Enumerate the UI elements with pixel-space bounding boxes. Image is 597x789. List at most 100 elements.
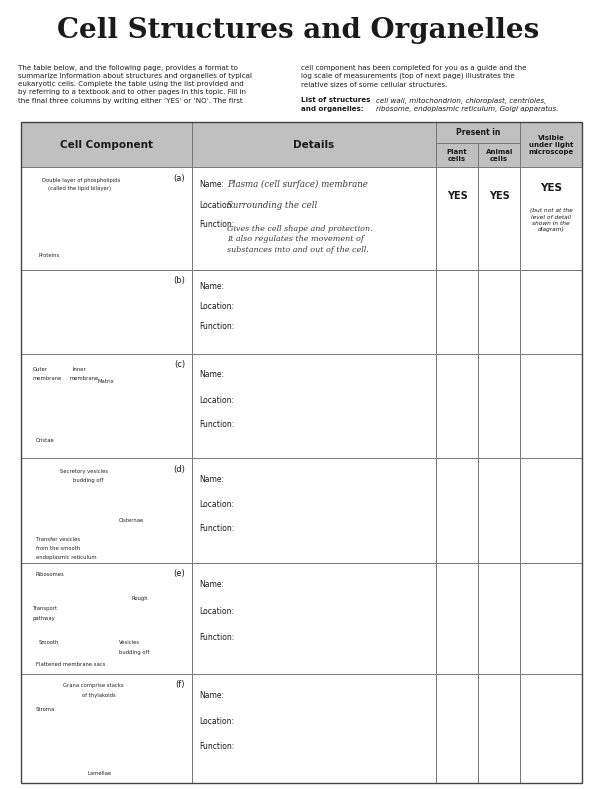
Text: Function:: Function: [199, 742, 235, 751]
Text: Vesicles: Vesicles [119, 640, 140, 645]
Text: of thylakoids: of thylakoids [82, 693, 116, 697]
Text: (a): (a) [173, 174, 185, 182]
Text: Function:: Function: [199, 322, 235, 331]
Text: Details: Details [294, 140, 335, 150]
Bar [21, 458, 192, 563]
Text: Function:: Function: [199, 420, 235, 428]
Bar [436, 143, 478, 167]
Bar [478, 354, 521, 458]
Text: Name:: Name: [199, 581, 224, 589]
Text: Function:: Function: [199, 524, 235, 533]
Text: cell wall, mitochondrion, chloroplast, centrioles,
ribosome, endoplasmic reticul: cell wall, mitochondrion, chloroplast, c… [376, 97, 559, 112]
Text: Name:: Name: [199, 282, 224, 291]
Text: Name:: Name: [199, 475, 224, 484]
Bar [436, 674, 478, 783]
Bar [21, 167, 192, 270]
Text: Location:: Location: [199, 395, 234, 405]
Text: Location:: Location: [199, 717, 234, 726]
Text: Matrix: Matrix [97, 379, 114, 383]
Bar [521, 270, 582, 354]
Bar [21, 354, 192, 458]
Text: budding off: budding off [73, 478, 103, 484]
Bar [436, 122, 521, 143]
Text: Animal
cells: Animal cells [485, 148, 513, 162]
Bar [192, 122, 436, 167]
Bar [478, 167, 521, 270]
Text: Cristae: Cristae [36, 438, 54, 443]
Bar [478, 674, 521, 783]
Text: Plasma (cell surface) membrane: Plasma (cell surface) membrane [227, 180, 368, 189]
Text: Cisternae: Cisternae [119, 518, 144, 523]
Text: (e): (e) [173, 569, 185, 578]
Text: pathway: pathway [32, 616, 56, 621]
Text: membrane: membrane [32, 376, 61, 381]
Text: Transfer vesicles: Transfer vesicles [36, 537, 80, 542]
Bar [478, 458, 521, 563]
Text: (d): (d) [173, 465, 185, 473]
Bar [21, 122, 192, 167]
Text: YES: YES [489, 191, 510, 201]
Bar [192, 563, 436, 674]
Text: Function:: Function: [199, 220, 235, 229]
Text: Proteins: Proteins [39, 253, 60, 258]
Text: (b): (b) [173, 276, 185, 285]
Bar [521, 354, 582, 458]
Bar [436, 167, 478, 270]
Text: Location:: Location: [199, 200, 234, 210]
Text: Grana comprise stacks: Grana comprise stacks [63, 683, 124, 688]
Text: Stroma: Stroma [36, 707, 55, 712]
Text: (c): (c) [174, 361, 185, 369]
Bar [478, 270, 521, 354]
Text: (f): (f) [176, 680, 185, 689]
Text: Location:: Location: [199, 302, 234, 311]
Text: Name:: Name: [199, 180, 224, 189]
Text: from the smooth: from the smooth [36, 546, 80, 551]
Bar [21, 674, 192, 783]
Text: The table below, and the following page, provides a format to
summarize informat: The table below, and the following page,… [18, 65, 252, 103]
Text: (but not at the
level of detail
shown in the
diagram): (but not at the level of detail shown in… [530, 208, 573, 232]
Bar [192, 270, 436, 354]
Text: Cell Structures and Organelles: Cell Structures and Organelles [57, 17, 540, 44]
Text: Secretory vesicles: Secretory vesicles [60, 469, 109, 474]
Bar [521, 122, 582, 167]
Text: (called the lipid bilayer): (called the lipid bilayer) [48, 186, 111, 191]
Bar [21, 563, 192, 674]
Bar [478, 563, 521, 674]
Bar [192, 458, 436, 563]
Text: Function:: Function: [199, 633, 235, 641]
Text: Lamellae: Lamellae [88, 772, 112, 776]
Bar [21, 270, 192, 354]
Bar [521, 167, 582, 270]
Bar [436, 458, 478, 563]
Bar [521, 458, 582, 563]
Bar [21, 122, 582, 783]
Text: Location:: Location: [199, 607, 234, 616]
Text: cell component has been completed for you as a guide and the
log scale of measur: cell component has been completed for yo… [301, 65, 527, 88]
Bar [192, 674, 436, 783]
Text: Flattened membrane sacs: Flattened membrane sacs [36, 662, 105, 667]
Text: Visible
under light
microscope: Visible under light microscope [528, 135, 574, 155]
Text: Ribosomes: Ribosomes [36, 572, 64, 578]
Text: Name:: Name: [199, 371, 224, 380]
Text: Double layer of phospholipids: Double layer of phospholipids [42, 178, 120, 182]
Bar [192, 354, 436, 458]
Text: Inner: Inner [73, 367, 87, 372]
Text: Gives the cell shape and protection.
It also regulates the movement of
substance: Gives the cell shape and protection. It … [227, 225, 373, 254]
Text: Transport: Transport [32, 606, 57, 611]
Text: Location:: Location: [199, 500, 234, 509]
Text: List of structures
and organelles:: List of structures and organelles: [301, 97, 371, 112]
Text: Plant
cells: Plant cells [447, 148, 467, 162]
Text: budding off: budding off [119, 650, 149, 655]
Text: YES: YES [447, 191, 467, 201]
Text: Name:: Name: [199, 691, 224, 700]
Bar [521, 674, 582, 783]
Bar [436, 270, 478, 354]
Bar [436, 563, 478, 674]
Bar [192, 167, 436, 270]
Text: YES: YES [540, 183, 562, 193]
Text: Surrounding the cell: Surrounding the cell [227, 200, 317, 210]
Bar [478, 143, 521, 167]
Text: Outer: Outer [32, 367, 48, 372]
Bar [436, 354, 478, 458]
Text: endoplasmic reticulum: endoplasmic reticulum [36, 555, 96, 560]
